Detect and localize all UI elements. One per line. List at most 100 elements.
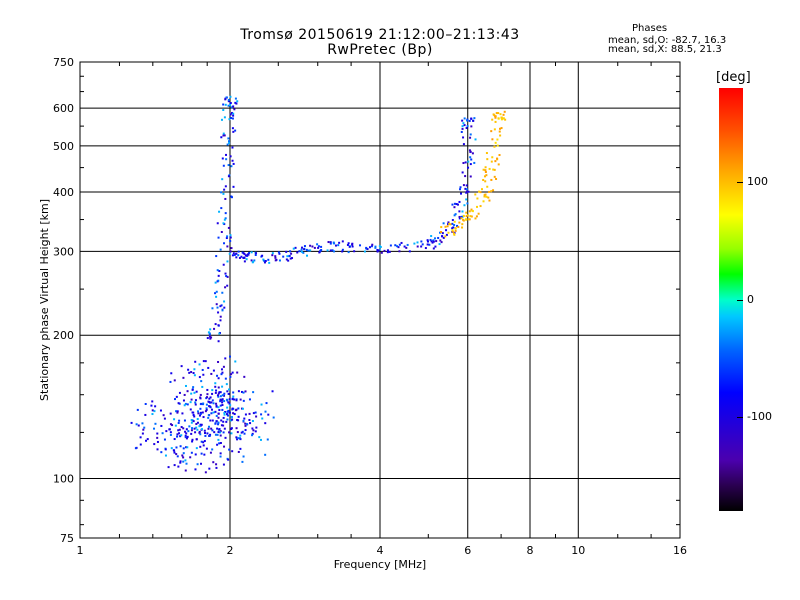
data-point xyxy=(248,418,251,421)
data-point xyxy=(219,315,222,318)
data-point xyxy=(289,250,292,253)
data-point xyxy=(198,425,201,428)
data-point xyxy=(218,391,221,394)
data-point xyxy=(248,251,251,254)
data-point xyxy=(178,391,181,394)
data-point xyxy=(218,210,221,213)
data-point xyxy=(184,402,187,405)
data-point xyxy=(338,241,341,244)
data-point xyxy=(476,197,479,200)
data-point xyxy=(485,174,488,177)
data-point xyxy=(406,243,409,246)
data-point xyxy=(215,402,218,405)
data-point xyxy=(207,366,210,369)
data-point xyxy=(241,460,244,463)
data-point xyxy=(254,430,257,433)
data-point xyxy=(200,452,203,455)
data-point xyxy=(232,412,235,415)
data-point xyxy=(169,412,172,415)
data-point xyxy=(420,245,423,248)
x-axis-label: Frequency [MHz] xyxy=(334,558,426,571)
data-point xyxy=(225,420,228,423)
data-point xyxy=(209,451,212,454)
data-point xyxy=(191,388,194,391)
data-point xyxy=(486,185,489,188)
data-point xyxy=(451,229,454,232)
data-point xyxy=(231,371,234,374)
data-point xyxy=(311,245,314,248)
data-point xyxy=(153,410,156,413)
data-point xyxy=(440,231,443,234)
data-point xyxy=(217,395,220,398)
data-point xyxy=(221,385,224,388)
data-point xyxy=(230,373,233,376)
data-point xyxy=(175,453,178,456)
data-point xyxy=(460,215,463,218)
data-point xyxy=(215,414,218,417)
data-point xyxy=(474,193,477,196)
data-point xyxy=(488,199,491,202)
data-point xyxy=(193,415,196,418)
data-point xyxy=(494,116,497,119)
data-point xyxy=(496,157,499,160)
data-point xyxy=(251,419,254,422)
data-point xyxy=(201,368,204,371)
data-point xyxy=(469,156,472,159)
data-point xyxy=(456,224,459,227)
data-point xyxy=(211,419,214,422)
data-point xyxy=(468,119,471,122)
data-point xyxy=(341,248,344,251)
data-point xyxy=(243,252,246,255)
data-point xyxy=(452,232,455,235)
data-point xyxy=(220,304,223,307)
data-point xyxy=(228,142,231,145)
data-point xyxy=(218,428,221,431)
data-point xyxy=(245,258,248,261)
data-point xyxy=(229,250,232,253)
data-point xyxy=(274,259,277,262)
data-point xyxy=(498,154,501,157)
data-point xyxy=(341,250,344,253)
data-point xyxy=(465,190,468,193)
data-point xyxy=(229,155,232,158)
data-point xyxy=(177,402,180,405)
data-point xyxy=(211,307,214,310)
data-point xyxy=(302,251,305,254)
x-tick-label: 8 xyxy=(527,544,534,557)
y-tick-label: 75 xyxy=(60,532,74,545)
data-point xyxy=(210,427,213,430)
data-point xyxy=(213,327,216,330)
data-point xyxy=(234,97,237,100)
data-point xyxy=(194,401,197,404)
data-point xyxy=(236,371,239,374)
data-point xyxy=(227,392,230,395)
data-point xyxy=(243,260,246,263)
data-point xyxy=(199,424,202,427)
data-point xyxy=(173,418,176,421)
data-point xyxy=(491,156,494,159)
data-point xyxy=(494,120,497,123)
data-point xyxy=(285,250,288,253)
data-point xyxy=(291,257,294,260)
data-point xyxy=(278,259,281,262)
data-point xyxy=(176,435,179,438)
data-point xyxy=(208,425,211,428)
data-point xyxy=(222,463,225,466)
data-point xyxy=(238,437,241,440)
data-point xyxy=(237,254,240,257)
data-point xyxy=(459,188,462,191)
data-point xyxy=(261,254,264,257)
data-point xyxy=(456,203,459,206)
data-point xyxy=(159,409,162,412)
data-point xyxy=(461,171,464,174)
data-point xyxy=(223,188,226,191)
data-point xyxy=(165,430,168,433)
data-point xyxy=(277,251,280,254)
data-point xyxy=(215,405,218,408)
data-point xyxy=(224,103,227,106)
data-point xyxy=(187,430,190,433)
data-point xyxy=(160,424,163,427)
data-point xyxy=(458,215,461,218)
data-point xyxy=(186,446,189,449)
data-point xyxy=(444,225,447,228)
